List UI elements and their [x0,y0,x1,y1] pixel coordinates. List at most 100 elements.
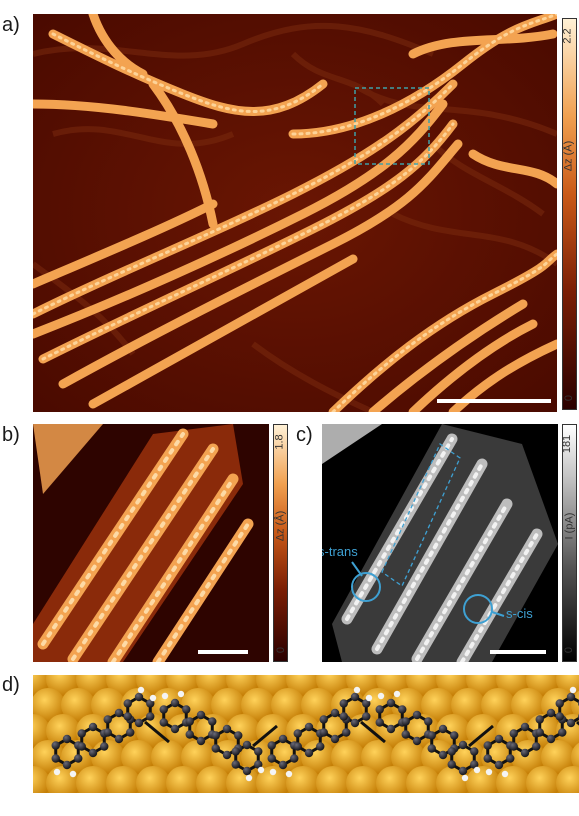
gold-atom [151,688,185,722]
carbon-atom [267,741,276,750]
carbon-atom [222,724,232,734]
polymer-molecule [51,686,579,782]
hydrogen-atom [177,690,185,698]
panel-a-stm-image [33,14,557,412]
hydrogen-atom [137,686,145,694]
hydrogen-atom [161,692,169,700]
carbon-atom [278,734,288,744]
panel-b-colorbar [273,424,288,662]
s-cis-arrow [491,611,505,617]
carbon-atom [208,717,217,726]
carbon-atom [447,747,456,756]
panel-c-current-image: s-trans s-cis [322,424,558,662]
bond [144,720,170,744]
carbon-atom [134,692,144,702]
carbon-atom [103,728,112,737]
gold-atom [151,740,185,774]
gold-atom [241,688,275,722]
carbon-atom [483,754,492,763]
carbon-atom [304,722,314,732]
s-cis-circle [463,594,493,624]
s-trans-label: s-trans [322,544,358,559]
panel-b-colorbar-max: 1.8 [273,434,286,450]
gold-atom [436,714,470,748]
carbon-atom [412,710,422,720]
carbon-atom [438,750,448,760]
carbon-atom [535,728,544,737]
gold-atom [286,766,320,793]
carbon-atom [114,708,124,718]
carbon-atom [483,741,492,750]
panel-c-dashed-box [381,443,461,587]
s-cis-label: s-cis [506,606,533,621]
panel-b-stm-image [33,424,269,662]
carbon-atom [555,699,564,708]
gold-atom [76,766,110,793]
carbon-atom [532,742,541,751]
panel-b-colorbar-min: 0 [275,646,288,654]
panel-c-scale-bar [490,650,546,654]
hydrogen-atom [285,770,293,778]
carbon-atom [254,760,263,769]
gold-atom [33,688,65,722]
hydrogen-atom [53,768,61,776]
carbon-atom [401,717,410,726]
carbon-atom [231,747,240,756]
carbon-atom [506,754,515,763]
gold-atom [181,740,215,774]
gold-atom [61,688,95,722]
carbon-atom [304,748,314,758]
bond [468,724,494,748]
carbon-atom [146,712,155,721]
hydrogen-atom [485,768,493,776]
panel-b-colorbar-label: Δz (Å) [274,510,287,542]
panel-b-label: b) [2,424,20,446]
carbon-atom [546,734,556,744]
carbon-atom [100,742,109,751]
carbon-atom [520,722,530,732]
hydrogen-atom [365,694,373,702]
carbon-atom [134,718,144,728]
gold-atom [46,714,80,748]
gold-atom [376,766,410,793]
panel-a-colorbar-max: 2.2 [561,28,574,44]
panel-c-colorbar-label: I (pA) [563,512,576,540]
panel-d-molecular-model [33,675,579,793]
carbon-atom [185,730,194,739]
hydrogen-atom [257,766,265,774]
carbon-atom [222,750,232,760]
carbon-atom [316,742,325,751]
carbon-atom [242,740,252,750]
carbon-atom [196,736,206,746]
gold-atom [106,766,140,793]
carbon-atom [342,728,351,737]
carbon-atom [412,736,422,746]
carbon-atom [51,754,60,763]
gold-atom [33,675,50,696]
gold-atom [226,714,260,748]
gold-atom [121,740,155,774]
carbon-atom [146,699,155,708]
gold-substrate [33,675,579,793]
carbon-atom [339,712,348,721]
gold-atom [526,766,560,793]
carbon-atom [74,754,83,763]
panel-c-colorbar [562,424,577,662]
carbon-atom [509,742,518,751]
panel-a-zoom-box [354,87,430,165]
gold-atom [481,688,515,722]
gold-atom [331,740,365,774]
carbon-atom [470,747,479,756]
carbon-atom [319,715,328,724]
gold-atom [316,766,350,793]
carbon-atom [170,698,180,708]
carbon-atom [278,760,288,770]
panel-b-scale-bar [198,650,248,654]
gold-atom [301,688,335,722]
carbon-atom [88,722,98,732]
carbon-atom [211,731,220,740]
carbon-atom [438,724,448,734]
hydrogen-atom [501,770,509,778]
carbon-atom [185,717,194,726]
carbon-atom [103,715,112,724]
